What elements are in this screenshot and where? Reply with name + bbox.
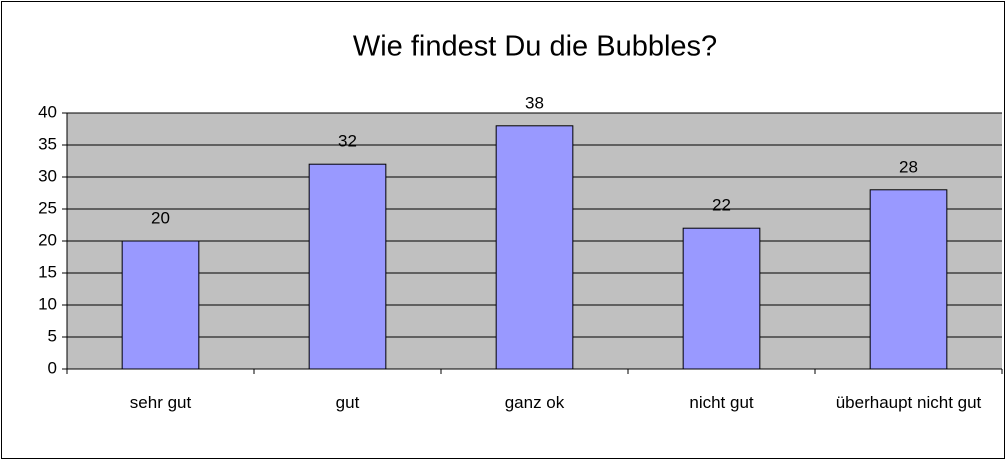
- y-tick-label: 40: [38, 102, 57, 121]
- y-tick-label: 30: [38, 166, 57, 185]
- chart-title: Wie findest Du die Bubbles?: [353, 31, 717, 63]
- bar: [495, 125, 574, 370]
- bar: [682, 227, 761, 370]
- bar: [308, 163, 387, 370]
- y-tick-label: 0: [48, 358, 57, 377]
- bar: [869, 189, 948, 370]
- y-tick-label: 20: [38, 230, 57, 249]
- y-tick-label: 25: [38, 198, 57, 217]
- data-label: 28: [899, 157, 918, 176]
- y-tick-label: 15: [38, 262, 57, 281]
- bar: [121, 240, 200, 370]
- data-label: 38: [525, 93, 544, 112]
- data-label: 32: [338, 132, 357, 151]
- data-label: 22: [712, 196, 731, 215]
- x-tick-label: überhaupt nicht gut: [835, 393, 982, 412]
- y-tick-label: 5: [48, 326, 57, 345]
- y-tick-label: 35: [38, 134, 57, 153]
- x-tick-label: gut: [335, 393, 360, 412]
- x-tick-label: sehr gut: [129, 393, 192, 412]
- x-tick-label: nicht gut: [689, 393, 754, 412]
- x-tick-label: ganz ok: [504, 393, 565, 412]
- y-tick-label: 10: [38, 294, 57, 313]
- data-label: 20: [151, 208, 170, 227]
